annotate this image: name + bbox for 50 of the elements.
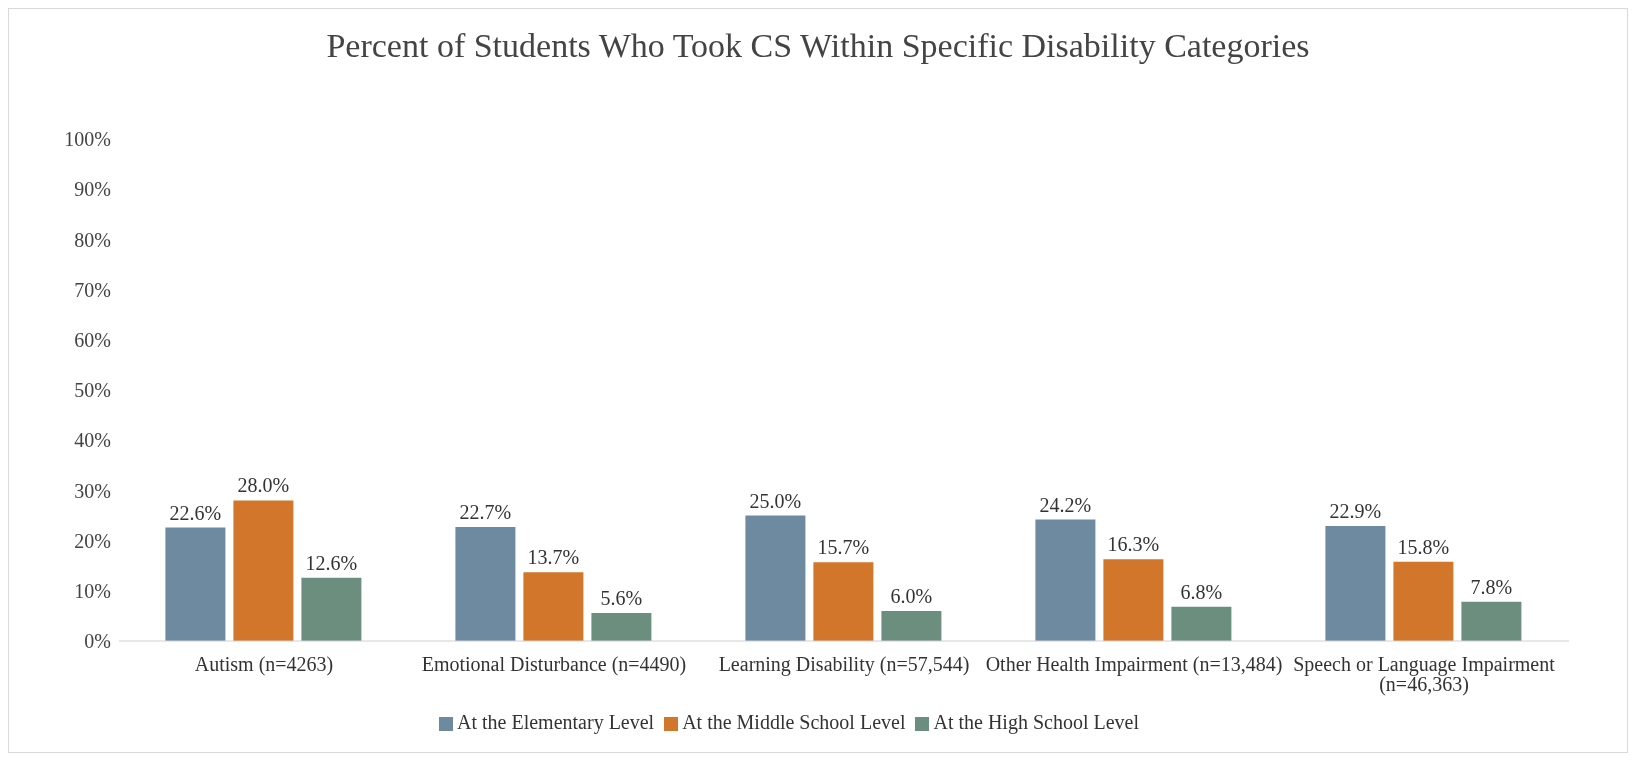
y-tick-label: 70% (74, 278, 111, 301)
data-label: 6.0% (890, 584, 933, 607)
data-label: 24.2% (1039, 493, 1092, 516)
legend-label: At the Middle School Level (682, 711, 906, 733)
legend-label: At the High School Level (933, 711, 1139, 733)
bar (1325, 526, 1386, 641)
y-tick-label: 10% (74, 579, 111, 602)
data-label: 22.6% (169, 501, 222, 524)
x-tick-label: Learning Disability (n=57,544) (718, 653, 970, 677)
bar (1035, 519, 1096, 641)
data-label: 28.0% (237, 474, 290, 497)
data-label: 15.8% (1397, 535, 1450, 558)
x-tick-label: Emotional Disturbance (n=4490) (421, 653, 687, 677)
data-label: 13.7% (527, 546, 580, 569)
data-label: 12.6% (305, 551, 358, 574)
bar (455, 527, 516, 641)
bar (1103, 559, 1164, 641)
y-tick-label: 0% (84, 630, 111, 653)
bar (881, 610, 942, 641)
y-tick-label: 30% (74, 479, 111, 502)
y-tick-label: 40% (74, 429, 111, 452)
bar (813, 562, 874, 641)
bar (523, 572, 584, 641)
y-tick-label: 100% (64, 128, 111, 151)
y-tick-label: 20% (74, 529, 111, 552)
bar (745, 515, 806, 641)
bar (165, 527, 226, 641)
data-label: 15.7% (817, 536, 870, 559)
data-label: 22.7% (459, 501, 512, 524)
bar (1393, 561, 1454, 641)
data-label: 5.6% (600, 586, 643, 609)
y-tick-label: 60% (74, 328, 111, 351)
data-label: 16.3% (1107, 533, 1160, 556)
y-tick-label: 50% (74, 379, 111, 402)
data-label: 7.8% (1470, 575, 1513, 598)
bar (1171, 606, 1232, 641)
bar (1461, 601, 1522, 641)
bar (301, 577, 362, 641)
bar (591, 612, 652, 641)
x-tick-label: Other Health Impairment (n=13,484) (985, 653, 1283, 677)
y-tick-label: 90% (74, 178, 111, 201)
data-label: 25.0% (749, 489, 802, 512)
x-tick-label: Autism (n=4263) (194, 653, 334, 677)
bar (233, 500, 294, 641)
y-tick-label: 80% (74, 228, 111, 251)
legend-label: At the Elementary Level (457, 711, 655, 733)
data-label: 22.9% (1329, 500, 1382, 523)
data-label: 6.8% (1180, 580, 1223, 603)
x-tick-label: Speech or Language Impairment (n=46,363) (1293, 653, 1556, 697)
chart-title: Percent of Students Who Took CS Within Specific Disability Categories (325, 26, 1311, 66)
